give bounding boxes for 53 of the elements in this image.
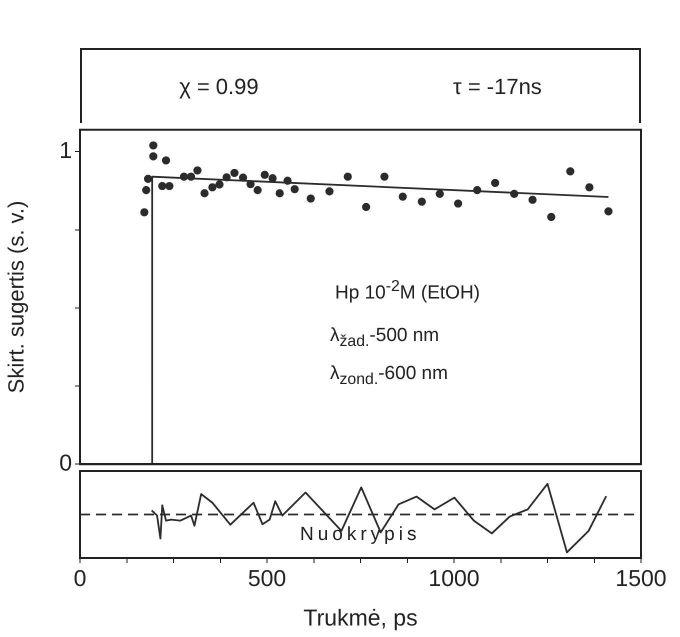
point [238,174,248,182]
point [510,190,518,198]
point [325,187,334,196]
point [149,141,158,150]
point [454,199,462,208]
x-tick-label: 1500 [615,565,667,592]
x-tick-label: 1000 [428,565,480,592]
point [283,176,292,185]
point [230,168,239,178]
point [566,167,574,176]
point [254,186,262,194]
x-tick-label: 500 [248,565,286,592]
text: χ = 0.99 [179,74,259,100]
point [158,182,166,190]
point [418,198,426,206]
point [149,152,158,160]
point [200,189,209,198]
point [585,183,594,192]
point [604,207,613,216]
x-axis-title: Trukmė, ps [303,604,418,631]
point [142,186,150,194]
text: τ = -17ns [453,74,542,100]
point [144,174,152,183]
point [208,183,216,192]
point [306,194,315,203]
annotation: Hp 10$^{-2}$M (EtOH) [335,278,480,304]
point [398,192,407,201]
point [528,196,537,204]
point [380,172,389,181]
point [180,172,188,181]
annotation: λ$_{žad.}$-500 nm [330,325,440,351]
point [473,186,482,194]
point [344,172,352,181]
point [193,166,202,175]
point [186,172,196,181]
point [547,212,556,222]
annotation: Nuokrypis [300,524,420,546]
point [290,185,299,194]
point [268,174,277,182]
y-tick-label: 1 [59,137,72,164]
point [260,170,269,179]
point [276,189,284,198]
annotation: λ$_{zond.}$-600 nm [330,363,448,389]
point [362,202,370,212]
point [222,173,231,182]
point [491,178,500,188]
point [140,208,148,216]
point [436,190,444,198]
y-axis-title: Skirt. sugertis (s. v.) [3,200,28,394]
point [215,180,224,189]
point [165,182,174,190]
point [162,156,170,165]
point [246,180,255,188]
